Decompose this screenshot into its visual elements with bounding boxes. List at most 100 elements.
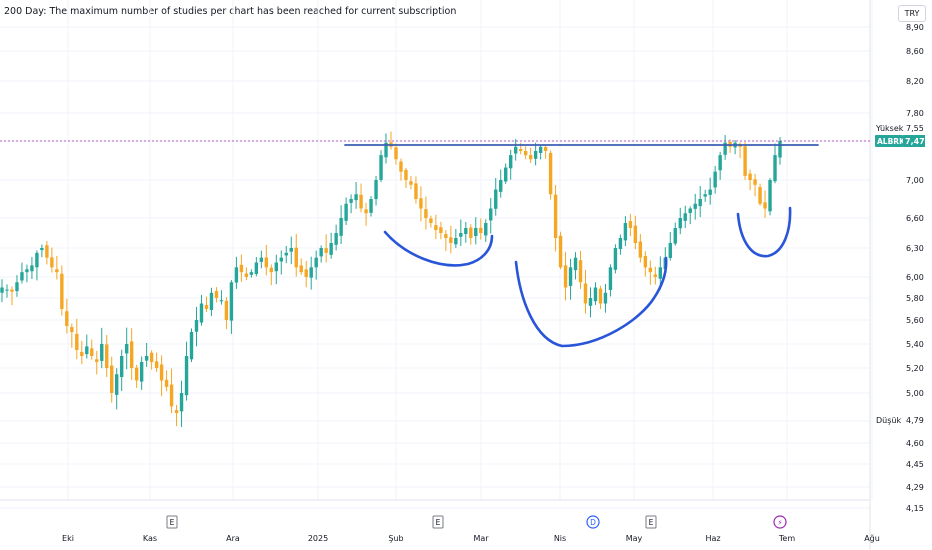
price-tick-label: 4,45 [906, 460, 924, 469]
price-tick-label: 6,30 [906, 244, 924, 253]
candle [50, 247, 54, 273]
candle [504, 163, 508, 184]
candle [394, 143, 398, 165]
price-tick-label: 4,60 [906, 439, 924, 448]
low-label: Düşük [876, 416, 901, 425]
candle [533, 142, 538, 166]
candle [548, 150, 553, 200]
candle [384, 133, 388, 164]
candle [349, 194, 353, 214]
candle [199, 294, 204, 326]
candle [583, 270, 588, 314]
currency-button[interactable]: TRY [898, 5, 926, 22]
candle [164, 370, 169, 392]
candle [214, 287, 219, 303]
price-tick-label: 8,90 [906, 23, 924, 32]
candle [414, 176, 418, 204]
candle [344, 197, 348, 225]
candle [439, 221, 443, 240]
price-tick-label: 7,00 [906, 176, 924, 185]
candle [683, 205, 687, 229]
candle [319, 245, 323, 263]
event-marker[interactable]: E [645, 515, 657, 529]
time-axis[interactable]: Eki Kas Ara 2025 Şub Mar Nis May Haz Tem Ağu [62, 534, 880, 543]
candle [30, 256, 34, 279]
event-marker[interactable]: ⚡ [773, 515, 787, 529]
candle [763, 190, 767, 218]
candle [40, 244, 44, 258]
event-marker[interactable]: D [586, 515, 600, 529]
price-tick-label: 4,15 [906, 504, 924, 513]
candle [713, 165, 717, 194]
candle [678, 207, 682, 235]
high-price-label: Yüksek 7,55 [875, 124, 924, 133]
event-markers[interactable]: E E D E ⚡ [166, 515, 787, 529]
low-value: 4,79 [906, 416, 924, 425]
candle [668, 231, 672, 261]
candle [324, 234, 328, 263]
candle [543, 145, 548, 159]
time-tick-label: Eki [62, 534, 74, 543]
candle [309, 256, 313, 290]
price-tick-label: 6,00 [906, 273, 924, 282]
candle [219, 290, 224, 305]
candle [424, 196, 428, 230]
candle [538, 145, 543, 160]
candle [149, 350, 154, 370]
price-axis[interactable]: 4,15 4,29 4,45 4,60 5,00 5,20 5,40 5,60 5,80 6,00… [906, 23, 924, 513]
candle [688, 206, 692, 225]
candle [10, 286, 14, 306]
candles [0, 131, 782, 428]
candle [723, 134, 727, 160]
time-tick-label: Mar [473, 534, 489, 543]
candle [269, 264, 274, 286]
candle [279, 250, 283, 275]
candle [359, 183, 363, 213]
event-marker[interactable]: E [432, 515, 444, 529]
candle [25, 264, 29, 283]
cup-arc-1 [383, 230, 494, 267]
candle [189, 328, 194, 363]
candle [259, 250, 264, 269]
candle [35, 250, 39, 281]
candle [419, 186, 423, 222]
candle [339, 205, 343, 245]
event-marker[interactable]: E [166, 515, 178, 529]
candle [119, 349, 124, 392]
candle [648, 260, 653, 285]
time-tick-label: May [626, 534, 643, 543]
event-marker-label: E [436, 518, 441, 527]
candle [593, 282, 598, 306]
price-tick-label: 5,80 [906, 294, 924, 303]
candle [60, 265, 64, 316]
candle [65, 298, 69, 334]
candle [274, 254, 278, 285]
time-tick-label: Nis [554, 534, 566, 543]
candle [70, 323, 74, 348]
candle [244, 267, 249, 281]
time-tick-label: Şub [388, 534, 403, 543]
drawings [344, 144, 819, 348]
candle [708, 177, 712, 205]
candle [249, 269, 254, 278]
candle [75, 318, 79, 360]
candle [134, 364, 139, 388]
candle [15, 275, 19, 297]
candle [289, 236, 293, 265]
candle [484, 219, 488, 243]
candle [459, 219, 463, 247]
event-marker-label: ⚡ [777, 518, 782, 527]
time-tick-label: Tem [778, 534, 795, 543]
price-tick-label: 5,00 [906, 389, 924, 398]
candle [469, 224, 473, 245]
candle [613, 244, 618, 274]
candle [404, 168, 408, 189]
candle [758, 183, 762, 206]
price-tick-label: 8,60 [906, 47, 924, 56]
candle [454, 228, 458, 248]
candle [329, 232, 333, 259]
candle [489, 198, 493, 234]
candle [608, 264, 613, 297]
price-tick-label: 4,29 [906, 483, 924, 492]
